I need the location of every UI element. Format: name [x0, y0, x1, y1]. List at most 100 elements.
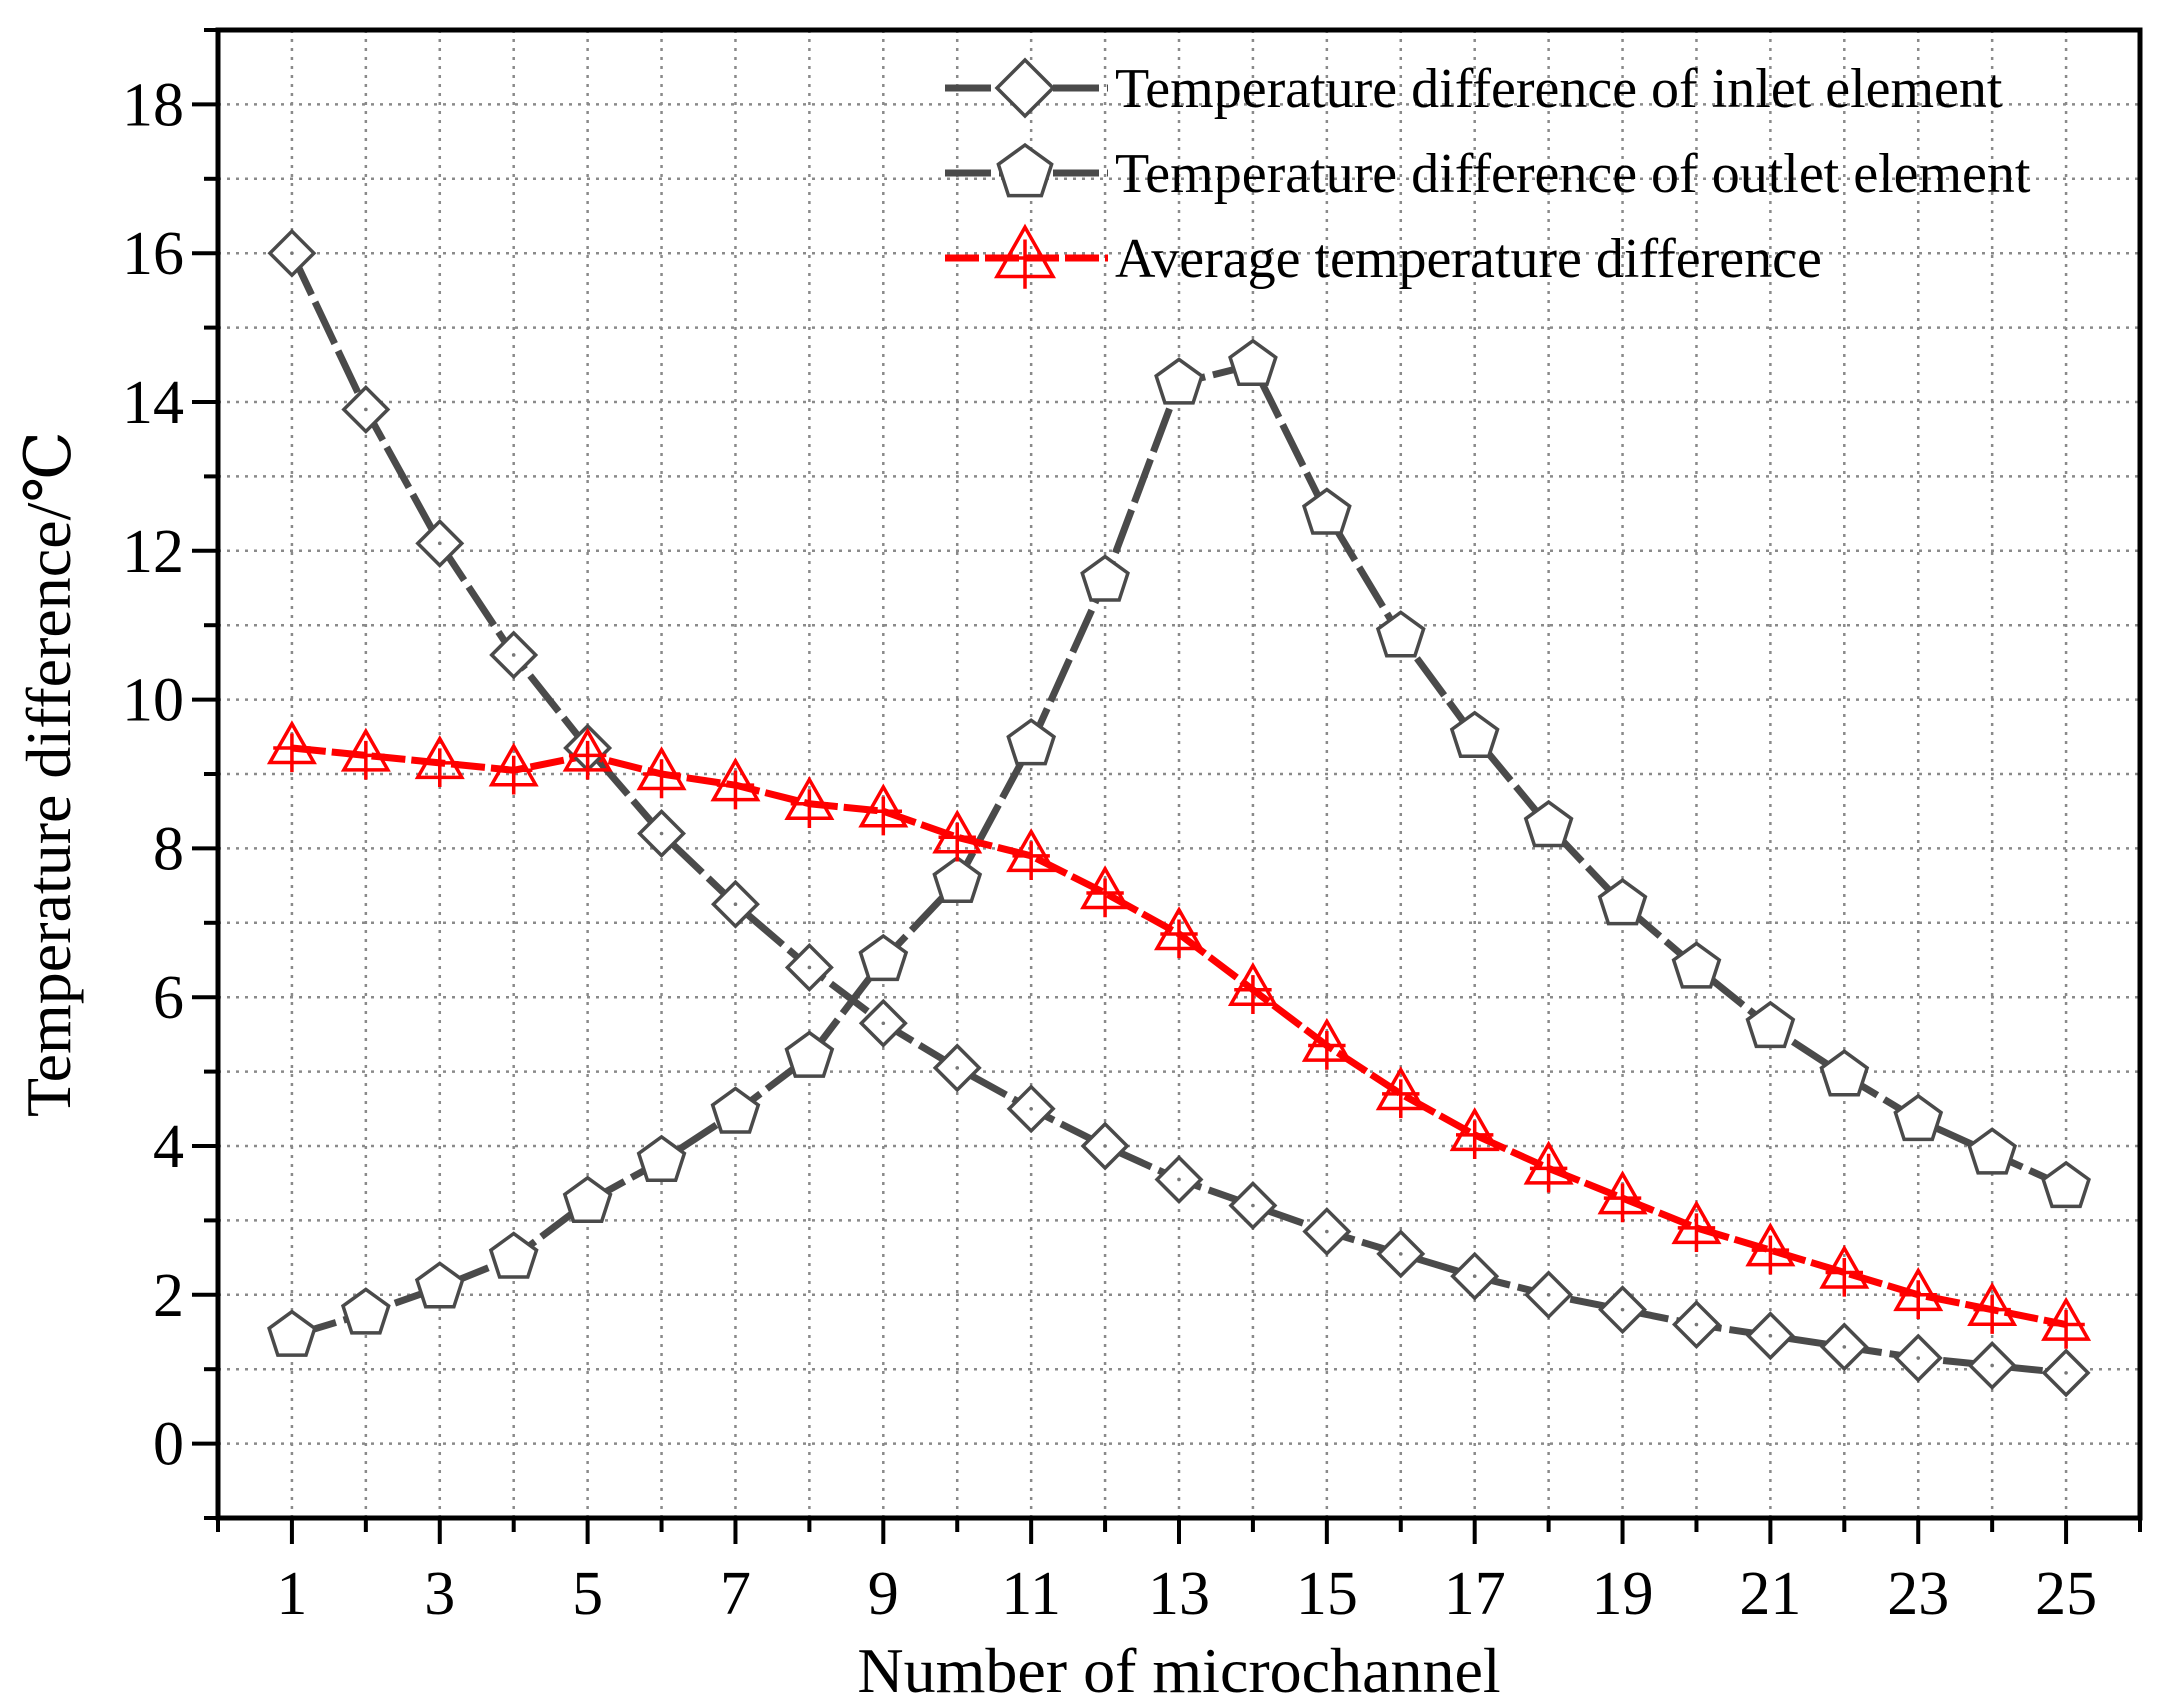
data-point-triangle — [340, 727, 391, 780]
x-tick-label: 7 — [720, 1560, 751, 1628]
data-point-triangle — [562, 727, 613, 780]
legend: Temperature difference of inlet element T… — [945, 57, 2031, 290]
data-point-pentagon — [1375, 610, 1426, 658]
data-point-triangle — [488, 742, 539, 795]
x-tick-label: 25 — [2035, 1560, 2097, 1628]
data-point-triangle — [1006, 828, 1057, 881]
data-point-pentagon — [1154, 357, 1204, 405]
data-point-center-dot — [1768, 1333, 1773, 1338]
data-point-pentagon — [1228, 338, 1278, 386]
data-point-triangle — [266, 720, 317, 773]
data-point-pentagon — [710, 1086, 761, 1134]
data-point-center-dot — [807, 965, 812, 970]
data-point-center-dot — [2064, 1371, 2068, 1375]
data-point-pentagon — [636, 1134, 687, 1183]
y-tick-label: 4 — [153, 1113, 184, 1181]
series-markers — [266, 228, 2092, 1398]
data-point-pentagon — [414, 1261, 465, 1309]
x-tick-label: 5 — [572, 1560, 603, 1628]
data-point-triangle — [636, 746, 687, 799]
y-tick-label: 10 — [122, 667, 184, 735]
data-point-pentagon — [858, 933, 909, 982]
data-point-pentagon — [932, 855, 983, 904]
data-point-center-dot — [1251, 1203, 1255, 1208]
data-point-triangle — [1301, 1017, 1352, 1070]
x-tick-label: 19 — [1592, 1560, 1654, 1628]
data-point-triangle — [1375, 1066, 1426, 1119]
data-point-triangle — [1153, 906, 1205, 959]
x-tick-label: 11 — [1001, 1560, 1061, 1628]
data-point-center-dot — [881, 1021, 886, 1026]
data-point-pentagon — [1006, 718, 1057, 766]
data-point-pentagon — [2041, 1160, 2091, 1209]
legend-label: Temperature difference of outlet element — [1115, 143, 2031, 205]
data-point-pentagon — [340, 1287, 391, 1335]
data-point-triangle — [784, 776, 835, 828]
legend-marker-triangle — [993, 223, 1057, 289]
data-point-center-dot — [1546, 1293, 1551, 1297]
x-tick-label: 13 — [1148, 1560, 1210, 1628]
x-tick-label: 1 — [276, 1560, 307, 1628]
y-axis-title: Temperature difference/℃ — [13, 431, 84, 1117]
data-point-triangle — [710, 757, 761, 810]
data-point-pentagon — [784, 1030, 835, 1078]
y-tick-label: 18 — [122, 71, 184, 139]
data-point-triangle — [1227, 962, 1278, 1014]
y-tick-label: 8 — [153, 815, 184, 883]
data-point-center-dot — [1620, 1307, 1625, 1312]
data-point-center-dot — [1103, 1144, 1107, 1148]
data-point-triangle — [1671, 1200, 1722, 1253]
data-point-triangle — [1597, 1170, 1648, 1223]
data-point-triangle — [1080, 865, 1131, 918]
data-point-triangle — [414, 735, 465, 788]
data-point-pentagon — [1080, 554, 1130, 602]
y-tick-label: 2 — [153, 1262, 184, 1330]
data-point-center-dot — [733, 902, 738, 906]
data-point-pentagon — [1449, 710, 1500, 758]
x-axis-title: Number of microchannel — [857, 1635, 1500, 1705]
legend-marker-pentagon — [996, 142, 1054, 198]
data-point-triangle — [932, 809, 983, 862]
data-point-center-dot — [511, 653, 516, 657]
y-tick-label: 16 — [122, 220, 184, 288]
data-point-center-dot — [1694, 1322, 1699, 1327]
data-point-center-dot — [955, 1066, 960, 1070]
data-point-center-dot — [1029, 1107, 1033, 1111]
data-point-triangle — [858, 783, 909, 836]
x-tick-label: 3 — [424, 1560, 455, 1628]
x-tick-label: 15 — [1296, 1560, 1358, 1628]
data-point-pentagon — [267, 1309, 317, 1357]
data-point-pentagon — [1745, 1000, 1796, 1049]
data-point-center-dot — [437, 541, 442, 546]
data-point-center-dot — [290, 251, 294, 255]
data-point-triangle — [1819, 1244, 1870, 1297]
data-point-center-dot — [659, 831, 664, 836]
x-tick-label: 17 — [1444, 1560, 1506, 1628]
data-point-center-dot — [1325, 1229, 1329, 1234]
data-point-pentagon — [1523, 799, 1574, 848]
legend-marker-diamond — [994, 57, 1056, 119]
data-point-triangle — [1449, 1107, 1500, 1160]
data-point-triangle — [1745, 1222, 1796, 1275]
ticks — [192, 28, 2142, 1544]
data-point-center-dot — [1990, 1363, 1994, 1368]
x-tick-label: 9 — [868, 1560, 899, 1628]
y-tick-label: 6 — [153, 964, 184, 1032]
y-tick-label: 0 — [153, 1411, 184, 1479]
data-point-center-dot — [364, 407, 368, 412]
data-point-triangle — [1967, 1281, 2018, 1334]
data-point-pentagon — [1819, 1049, 1870, 1097]
data-point-center-dot — [1842, 1345, 1847, 1349]
data-point-triangle — [1523, 1140, 1574, 1193]
data-point-pentagon — [488, 1231, 539, 1279]
data-point-center-dot — [1916, 1356, 1921, 1360]
data-point-pentagon — [1967, 1127, 2018, 1175]
y-tick-label: 14 — [122, 369, 184, 437]
x-tick-label: 23 — [1887, 1560, 1949, 1628]
data-point-center-dot — [1472, 1274, 1477, 1278]
data-point-pentagon — [1893, 1093, 1944, 1142]
legend-label: Average temperature difference — [1115, 228, 1822, 290]
